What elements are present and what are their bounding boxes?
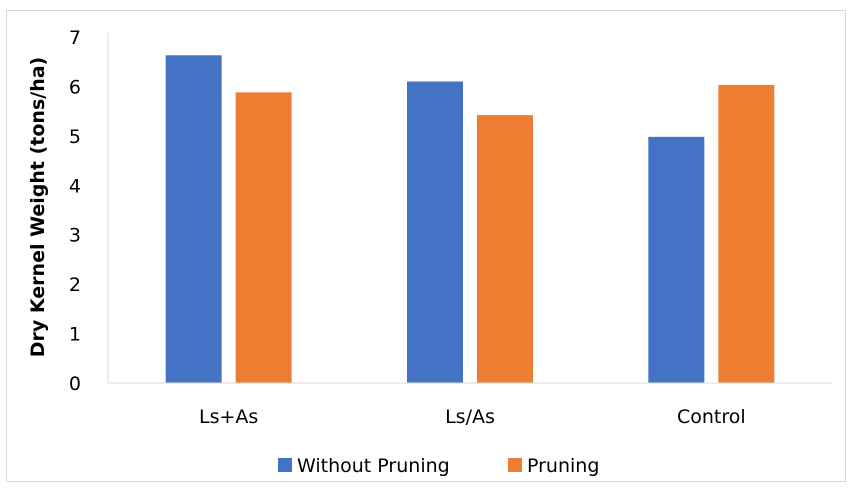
bar-without-pruning-ls-as — [407, 81, 463, 383]
y-tick-label: 6 — [69, 76, 81, 98]
y-tick-label: 4 — [69, 175, 81, 197]
x-tick-label: Ls+As — [199, 406, 258, 428]
y-tick-label: 5 — [69, 126, 81, 148]
legend-swatch-pruning — [508, 458, 522, 472]
x-tick-label: Ls/As — [445, 406, 495, 428]
y-axis-title: Dry Kernel Weight (tons/ha) — [27, 57, 49, 357]
legend-swatch-without-pruning — [278, 458, 292, 472]
plot-area: 0 1 2 3 4 5 6 7 Ls+As Ls/As Control — [69, 27, 832, 428]
bar-pruning-ls-as — [477, 115, 533, 384]
y-tick-label: 1 — [69, 324, 81, 346]
x-tick-label: Control — [677, 406, 746, 428]
y-tick-label: 3 — [69, 225, 81, 247]
bar-pruning-control — [718, 84, 775, 384]
bar-without-pruning-control — [648, 136, 705, 383]
legend-label: Without Pruning — [297, 455, 450, 477]
y-tick-label: 0 — [69, 373, 81, 395]
legend-label: Pruning — [527, 455, 599, 477]
y-tick-label: 7 — [69, 27, 81, 49]
legend: Without Pruning Pruning — [278, 455, 599, 477]
y-tick-label: 2 — [69, 274, 81, 296]
bar-without-pruning-ls-as — [165, 55, 222, 383]
bar-pruning-ls-as — [235, 92, 292, 384]
